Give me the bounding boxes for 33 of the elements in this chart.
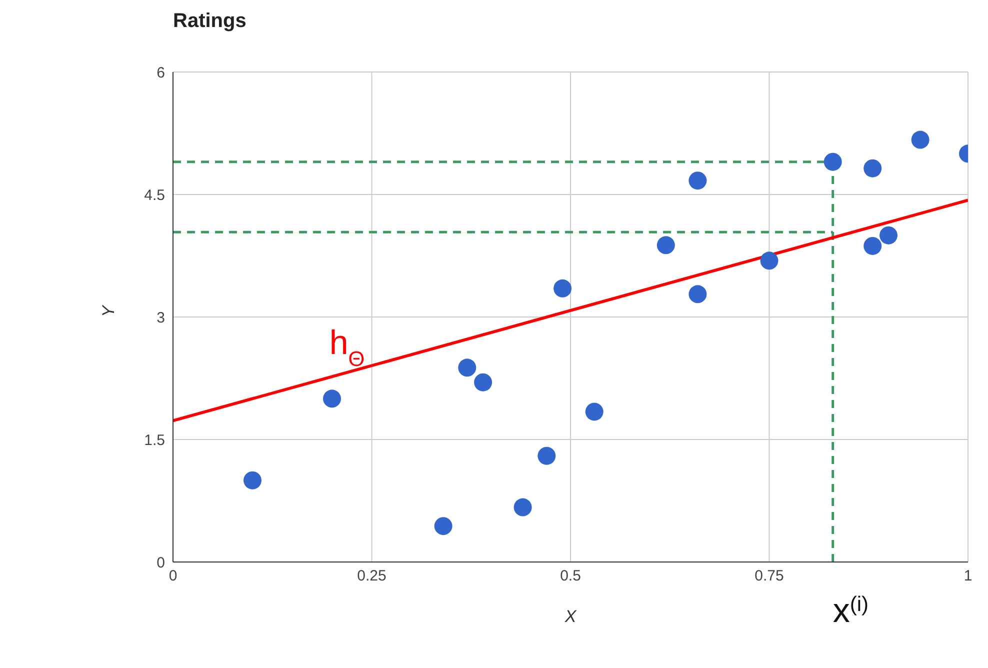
y-tick-label: 1.5 — [144, 432, 165, 449]
point — [323, 390, 341, 408]
point — [911, 130, 930, 149]
y-tick-label: 3 — [156, 309, 165, 326]
x-tick-label: 0.5 — [560, 568, 581, 585]
point — [656, 236, 675, 254]
point — [514, 498, 532, 516]
x-tick-label: 0 — [168, 568, 178, 585]
x-tick-label: 0.75 — [754, 568, 784, 585]
x-tick-label: 0.25 — [357, 568, 386, 585]
point — [474, 373, 492, 392]
point — [688, 285, 707, 304]
y-tick-label: 0 — [156, 554, 165, 572]
point — [458, 358, 476, 377]
point — [434, 517, 452, 536]
point — [244, 471, 262, 490]
y-axis-title: Y — [99, 304, 118, 317]
point — [554, 279, 572, 298]
chart-title: Ratings — [173, 10, 246, 33]
y-tick-label: 4.5 — [144, 186, 165, 204]
point — [824, 152, 842, 171]
point — [688, 172, 707, 190]
y-tick-label: 6 — [156, 64, 165, 82]
point — [585, 402, 604, 421]
x-tick-label: 1 — [964, 568, 972, 585]
point — [880, 226, 898, 244]
point — [760, 252, 778, 270]
point — [538, 446, 556, 465]
x-axis-title: X — [564, 607, 577, 626]
annotation: x$^{(i)}$ — [832, 592, 869, 630]
point — [864, 159, 882, 178]
point — [864, 236, 882, 255]
annotation: h$_{Θ}$ — [329, 324, 365, 371]
